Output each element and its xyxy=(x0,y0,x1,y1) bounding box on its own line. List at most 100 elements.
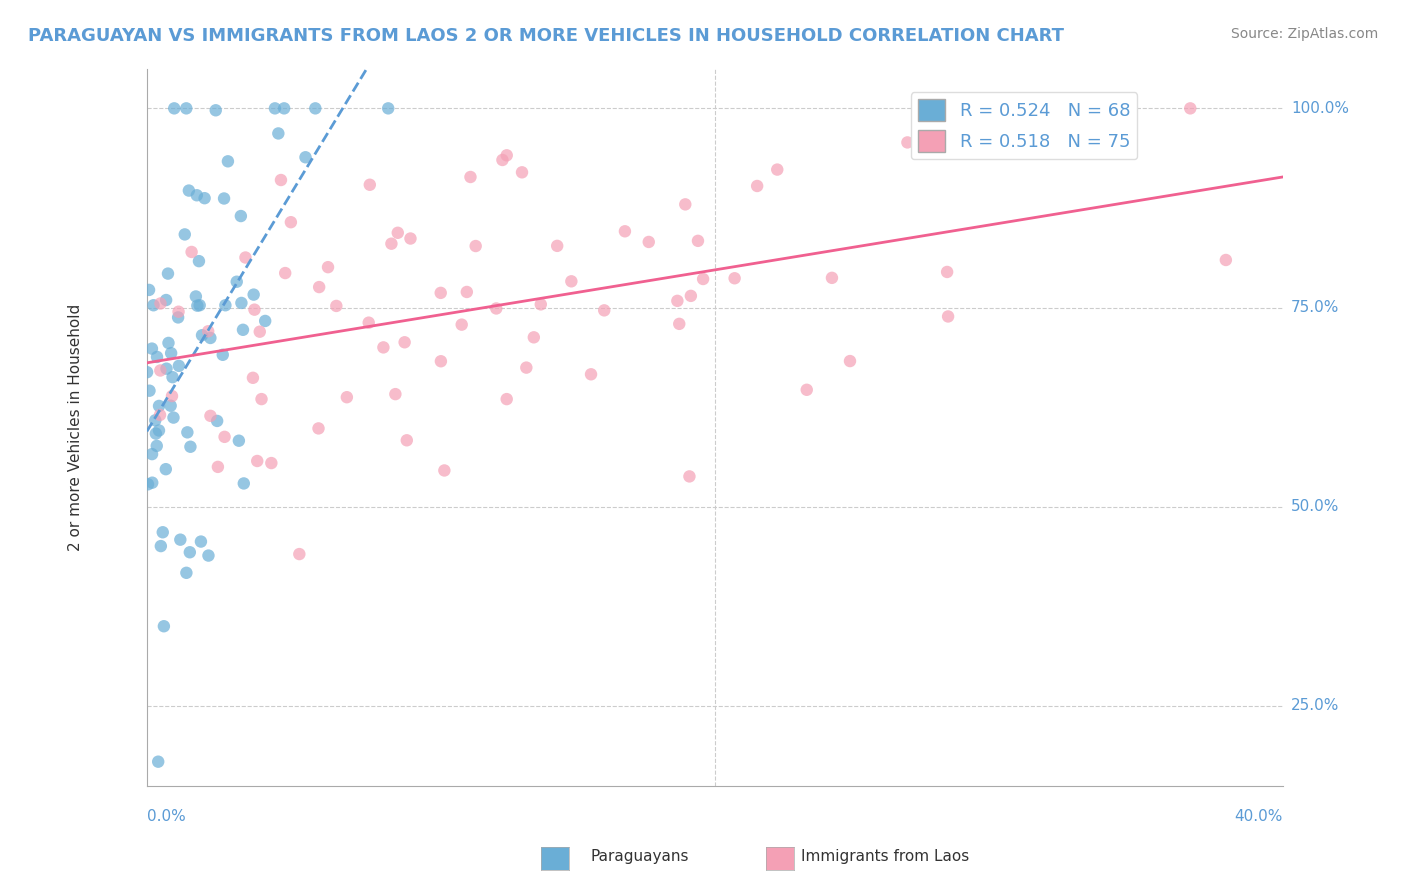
Point xyxy=(242,371,264,385)
Point xyxy=(228,434,250,448)
Point xyxy=(149,296,172,310)
Point xyxy=(229,209,252,223)
Point xyxy=(692,272,714,286)
Point xyxy=(207,459,229,474)
Point xyxy=(384,387,406,401)
Point xyxy=(232,323,254,337)
Point xyxy=(515,360,537,375)
Point xyxy=(160,389,183,403)
Text: Source: ZipAtlas.com: Source: ZipAtlas.com xyxy=(1230,27,1378,41)
Point xyxy=(138,384,160,398)
Point xyxy=(190,534,212,549)
Point xyxy=(270,173,292,187)
Point xyxy=(316,260,339,275)
Point xyxy=(821,270,844,285)
Point xyxy=(157,335,180,350)
Text: 2 or more Vehicles in Household: 2 or more Vehicles in Household xyxy=(69,303,83,550)
Point xyxy=(156,267,179,281)
Point xyxy=(155,293,177,307)
Point xyxy=(167,359,190,373)
Point xyxy=(495,148,517,162)
Point xyxy=(896,136,918,150)
Point xyxy=(177,184,200,198)
Point xyxy=(217,154,239,169)
Point xyxy=(491,153,513,167)
Point xyxy=(159,399,181,413)
Point xyxy=(274,266,297,280)
Legend: R = 0.524   N = 68, R = 0.518   N = 75: R = 0.524 N = 68, R = 0.518 N = 75 xyxy=(911,92,1137,160)
Point xyxy=(394,335,416,350)
Point xyxy=(149,363,172,377)
Point xyxy=(395,434,418,448)
Point xyxy=(141,475,163,490)
Point xyxy=(174,101,197,115)
Point xyxy=(146,350,169,364)
Point xyxy=(148,424,170,438)
Point xyxy=(187,254,209,268)
Point xyxy=(678,469,700,483)
Point xyxy=(679,289,702,303)
Point xyxy=(148,755,170,769)
Point xyxy=(560,274,582,288)
Point xyxy=(957,101,980,115)
Point xyxy=(162,410,184,425)
Point xyxy=(186,299,208,313)
Point xyxy=(304,101,326,115)
Point xyxy=(359,178,381,192)
Text: PARAGUAYAN VS IMMIGRANTS FROM LAOS 2 OR MORE VEHICLES IN HOUSEHOLD CORRELATION C: PARAGUAYAN VS IMMIGRANTS FROM LAOS 2 OR … xyxy=(28,27,1064,45)
Point xyxy=(145,426,167,441)
Point xyxy=(280,215,302,229)
Point xyxy=(160,346,183,360)
Point xyxy=(200,409,222,423)
Point xyxy=(149,539,172,553)
Point xyxy=(373,340,395,354)
Point xyxy=(143,413,166,427)
Point xyxy=(242,287,264,301)
Point xyxy=(723,271,745,285)
Point xyxy=(254,314,277,328)
Point xyxy=(152,525,174,540)
Point xyxy=(485,301,508,316)
Point xyxy=(308,421,330,435)
Text: Paraguayans: Paraguayans xyxy=(591,849,689,863)
Text: 0.0%: 0.0% xyxy=(146,809,186,824)
Point xyxy=(260,456,283,470)
Point xyxy=(666,293,689,308)
Point xyxy=(231,296,253,310)
Point xyxy=(1215,252,1237,267)
Point xyxy=(136,477,159,491)
Point xyxy=(429,285,451,300)
Point xyxy=(214,298,236,312)
Point xyxy=(205,414,228,428)
Point xyxy=(510,165,533,179)
Point xyxy=(169,533,191,547)
Point xyxy=(173,227,195,242)
Point xyxy=(141,447,163,461)
Point xyxy=(668,317,690,331)
Point xyxy=(194,191,217,205)
Point xyxy=(523,330,546,344)
Text: 40.0%: 40.0% xyxy=(1234,809,1282,824)
Point xyxy=(142,298,165,312)
Point xyxy=(387,226,409,240)
Point xyxy=(163,101,186,115)
Point xyxy=(188,298,211,312)
Point xyxy=(136,365,159,379)
Point xyxy=(325,299,347,313)
Point xyxy=(225,275,247,289)
Point xyxy=(246,454,269,468)
Point xyxy=(686,234,709,248)
Point xyxy=(167,304,190,318)
Point xyxy=(138,283,160,297)
Point xyxy=(377,101,399,115)
Point xyxy=(204,103,226,118)
Point xyxy=(936,310,959,324)
Point xyxy=(250,392,273,406)
Point xyxy=(637,235,659,249)
Point xyxy=(464,239,486,253)
Point xyxy=(593,303,616,318)
Point xyxy=(145,439,167,453)
Point xyxy=(167,310,190,325)
Point xyxy=(176,566,198,580)
Point xyxy=(200,331,222,345)
